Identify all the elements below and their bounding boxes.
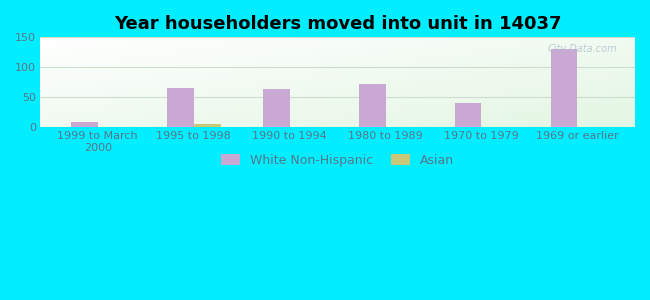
Bar — [359, 83, 385, 127]
Bar — [167, 88, 194, 127]
Bar — [551, 49, 577, 127]
Title: Year householders moved into unit in 14037: Year householders moved into unit in 140… — [114, 15, 562, 33]
Bar — [263, 89, 290, 127]
Bar — [71, 122, 97, 127]
Bar — [194, 124, 220, 127]
Legend: White Non-Hispanic, Asian: White Non-Hispanic, Asian — [214, 148, 461, 173]
Text: City-Data.com: City-Data.com — [547, 44, 617, 54]
Bar — [454, 103, 482, 127]
